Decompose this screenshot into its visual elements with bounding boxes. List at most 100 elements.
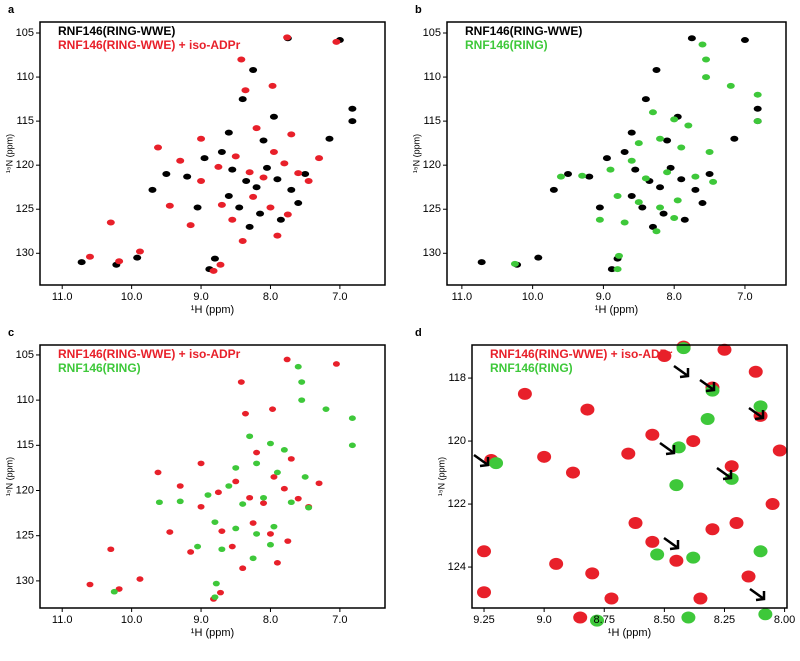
x-tick-label: 8.25 [714,614,735,626]
peak [564,170,573,177]
x-tick-label: 7.0 [332,291,347,303]
y-tick-label: 110 [16,394,34,406]
peak [218,528,226,534]
peak [252,184,261,191]
x-tick-label: 9.25 [473,614,494,626]
x-axis-label: ¹H (ppm) [608,627,651,639]
peak [266,531,274,537]
peak [187,549,195,555]
peak [273,560,281,566]
peak [631,166,640,173]
peak [280,485,288,492]
y-tick-label: 124 [448,561,466,573]
y-tick-label: 130 [16,247,34,259]
legend-entry: RNF146(RING-WWE) + iso-ADPr [490,347,673,361]
peak [283,356,291,363]
peak [645,535,660,548]
peak [294,363,302,370]
peak [266,541,274,548]
panel-label: c [8,327,14,339]
peak [269,113,278,120]
plot-frame [39,21,386,286]
panel-label: b [415,4,422,16]
peak [489,457,504,470]
peak [224,129,233,136]
peak [740,37,749,44]
peak [663,137,672,144]
peak [700,413,715,426]
peak [666,164,675,171]
y-tick-label: 120 [448,435,466,447]
x-tick-label: 9.0 [193,614,208,626]
peak [620,219,629,226]
y-tick-label: 125 [16,203,34,215]
peak [106,219,115,226]
peak [628,516,643,529]
peak [86,581,94,588]
legend-entry: RNF146(RING) [58,361,141,375]
peak [154,469,162,476]
peak [276,216,285,223]
peak [595,204,604,211]
peak [670,215,679,222]
peak [210,255,219,262]
peak [686,551,701,564]
legend-entry: RNF146(RING) [465,38,548,52]
peak [671,441,686,454]
peak [332,38,341,45]
peak [193,204,202,211]
peak [214,489,222,496]
peak [238,237,247,244]
peak [753,91,762,98]
peak [698,200,707,207]
x-axis-label: ¹H (ppm) [191,627,234,639]
peak [648,223,657,230]
peak [252,125,261,132]
peak [650,548,665,561]
peak [607,266,616,273]
peak [758,608,773,621]
peak [133,254,142,261]
peak [228,543,236,550]
peak [135,248,144,255]
peak [709,178,718,185]
peak [154,144,163,151]
peak [216,589,224,596]
peak [753,118,762,125]
peak [705,148,714,155]
x-tick-label: 9.0 [536,614,551,626]
peak [705,523,720,536]
y-tick-label: 125 [423,203,441,215]
peak [253,449,261,456]
peak [85,253,94,260]
peak [253,460,261,467]
peak [702,56,711,63]
peak [652,228,661,235]
x-tick-label: 11.0 [452,291,473,303]
peak [656,184,665,191]
peak [280,160,289,167]
y-tick-label: 120 [16,159,34,171]
y-axis-label: ¹⁵N (ppm) [4,134,14,173]
peak [211,519,219,525]
peak [266,204,275,211]
peak [232,525,240,532]
panel-label: a [8,4,15,16]
peak [730,135,739,142]
peak [107,546,115,553]
peak [537,450,552,463]
peak [209,267,218,274]
x-tick-label: 11.0 [52,614,73,626]
peak [348,105,357,112]
peak [77,259,86,266]
peak [322,406,330,412]
peak [585,173,594,180]
peak [197,460,205,467]
peak [204,492,212,498]
peak [232,465,240,471]
x-tick-label: 8.0 [667,291,682,303]
peak [753,400,768,413]
peak [273,232,282,239]
peak [176,483,184,489]
peak [235,204,244,211]
